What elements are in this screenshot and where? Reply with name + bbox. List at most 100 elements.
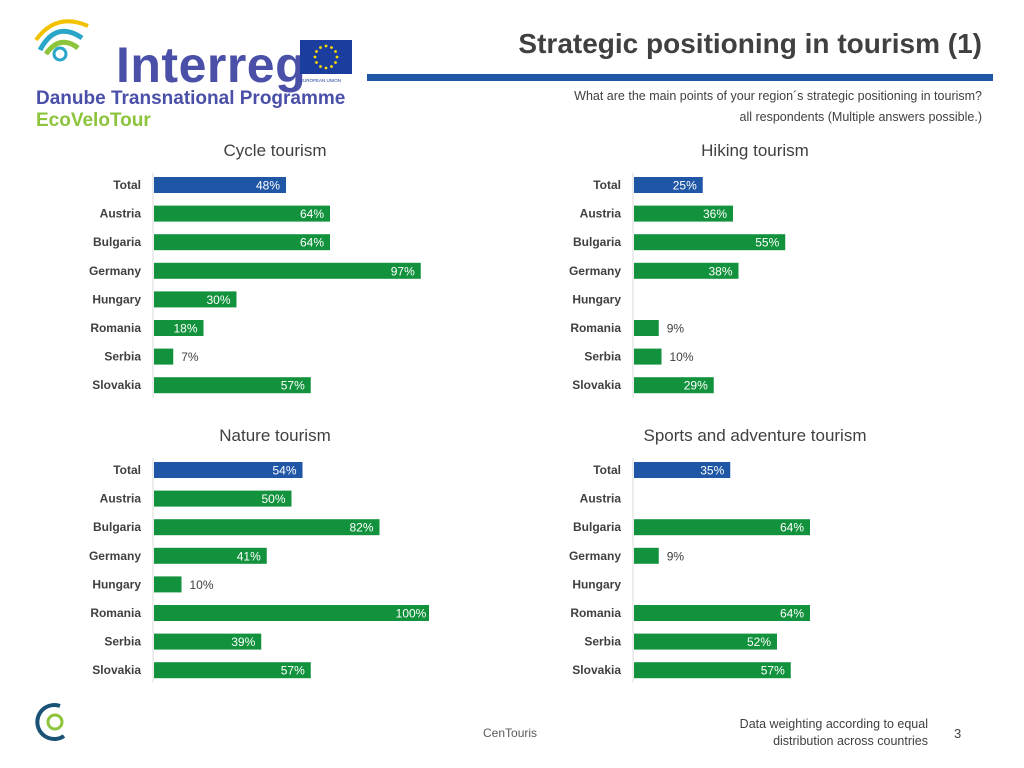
centouris-logo-icon [35, 703, 66, 742]
value-label-slovakia: 57% [761, 664, 785, 678]
value-label-austria: 36% [703, 207, 727, 221]
eu-flag-icon [300, 40, 352, 74]
eu-star-icon [335, 55, 339, 59]
programme-name: Danube Transnational Programme [36, 88, 346, 109]
bar-germany [154, 262, 421, 279]
value-label-hungary: 10% [190, 578, 214, 592]
footer-note-line-2: distribution across countries [773, 734, 928, 748]
value-label-bulgaria: 82% [349, 521, 373, 535]
category-label-romania: Romania [570, 606, 621, 620]
value-label-germany: 38% [708, 264, 732, 278]
value-label-germany: 97% [391, 264, 415, 278]
value-label-bulgaria: 64% [780, 521, 804, 535]
eu-star-icon [319, 46, 322, 49]
category-label-germany: Germany [569, 264, 621, 278]
chart-svg: Sports and adventure tourism Total 35% Aust… [569, 426, 867, 683]
eu-star-icon [324, 66, 328, 70]
bar-slovakia [634, 662, 791, 679]
eu-label: EUROPEAN UNION [300, 78, 342, 83]
chart-title: Sports and adventure tourism [643, 426, 866, 445]
value-label-total: 54% [272, 464, 296, 478]
category-label-austria: Austria [100, 492, 142, 506]
bar-bulgaria [154, 234, 330, 251]
value-label-serbia: 52% [747, 635, 771, 649]
value-label-austria: 64% [300, 207, 324, 221]
category-label-hungary: Hungary [92, 292, 141, 306]
bar-bulgaria [634, 234, 786, 251]
footer-source: CenTouris [483, 726, 538, 740]
bar-serbia [154, 633, 262, 650]
category-label-romania: Romania [90, 321, 141, 335]
category-label-hungary: Hungary [572, 577, 621, 591]
eu-star-icon [315, 61, 318, 64]
value-label-austria: 50% [261, 492, 285, 506]
category-label-germany: Germany [89, 264, 141, 278]
category-label-hungary: Hungary [92, 577, 141, 591]
project-name: EcoVeloTour [36, 110, 151, 131]
bar-romania [634, 320, 659, 336]
bar-hungary [154, 291, 237, 308]
bar-germany [154, 547, 267, 564]
category-label-serbia: Serbia [104, 635, 141, 649]
bar-slovakia [154, 377, 311, 394]
chart-svg: Hiking tourism Total 25% Austria 36% Bulgaria… [569, 141, 809, 398]
category-label-slovakia: Slovakia [572, 378, 621, 392]
chart-title: Hiking tourism [701, 141, 809, 160]
value-label-serbia: 10% [670, 350, 694, 364]
value-label-germany: 9% [667, 549, 685, 563]
eu-star-icon [334, 61, 337, 64]
category-label-bulgaria: Bulgaria [573, 235, 621, 249]
bar-bulgaria [634, 519, 810, 536]
bar-serbia [634, 348, 662, 365]
eu-star-icon [324, 44, 328, 48]
bar-austria [154, 490, 292, 507]
bar-austria [634, 205, 733, 222]
chart-title: Cycle tourism [224, 141, 327, 160]
value-label-slovakia: 29% [684, 379, 708, 393]
page-number: 3 [954, 726, 962, 741]
value-label-slovakia: 57% [281, 379, 305, 393]
value-label-serbia: 7% [181, 350, 199, 364]
value-label-slovakia: 57% [281, 664, 305, 678]
eu-star-icon [334, 50, 337, 53]
value-label-total: 48% [256, 179, 280, 193]
interreg-wordmark: Interreg [116, 37, 307, 93]
eu-star-icon [330, 46, 333, 49]
category-label-hungary: Hungary [572, 292, 621, 306]
chart-cycle-tourism: Cycle tourism Total 48% Austria 64% Bulgaria 6… [60, 140, 540, 410]
footer-note-line-1: Data weighting according to equal [739, 717, 928, 731]
category-label-austria: Austria [100, 207, 142, 221]
category-label-serbia: Serbia [104, 350, 141, 364]
bar-serbia [154, 348, 174, 365]
category-label-serbia: Serbia [584, 635, 621, 649]
chart-title: Nature tourism [219, 426, 330, 445]
category-label-total: Total [113, 463, 141, 477]
category-label-austria: Austria [580, 492, 622, 506]
bar-serbia [634, 633, 777, 650]
bar-germany [634, 262, 739, 279]
eu-star-icon [315, 50, 318, 53]
chart-hiking-tourism: Hiking tourism Total 25% Austria 36% Bulgaria… [540, 140, 1020, 410]
value-label-total: 25% [673, 179, 697, 193]
survey-question: What are the main points of your region´… [574, 89, 982, 103]
value-label-bulgaria: 55% [755, 236, 779, 250]
value-label-romania: 9% [667, 322, 685, 336]
bar-total [634, 462, 731, 478]
interreg-logo: Interreg EUROPEAN UNION Danube Transnati… [30, 10, 360, 131]
value-label-romania: 64% [780, 607, 804, 621]
chart-nature-tourism: Nature tourism Total 54% Austria 50% Bulgaria… [60, 425, 540, 695]
category-label-germany: Germany [569, 549, 621, 563]
category-label-total: Total [593, 463, 621, 477]
value-label-hungary: 30% [206, 293, 230, 307]
bar-romania [154, 320, 204, 336]
chart-svg: Nature tourism Total 54% Austria 50% Bulgaria… [89, 426, 429, 683]
value-label-bulgaria: 64% [300, 236, 324, 250]
bar-total [634, 177, 703, 193]
bar-slovakia [634, 377, 714, 394]
bar-bulgaria [154, 519, 380, 536]
category-label-total: Total [593, 178, 621, 192]
value-label-romania: 18% [173, 322, 197, 336]
chart-svg: Cycle tourism Total 48% Austria 64% Bulgaria 6… [89, 141, 421, 398]
eu-star-icon [330, 65, 333, 68]
category-label-germany: Germany [89, 549, 141, 563]
